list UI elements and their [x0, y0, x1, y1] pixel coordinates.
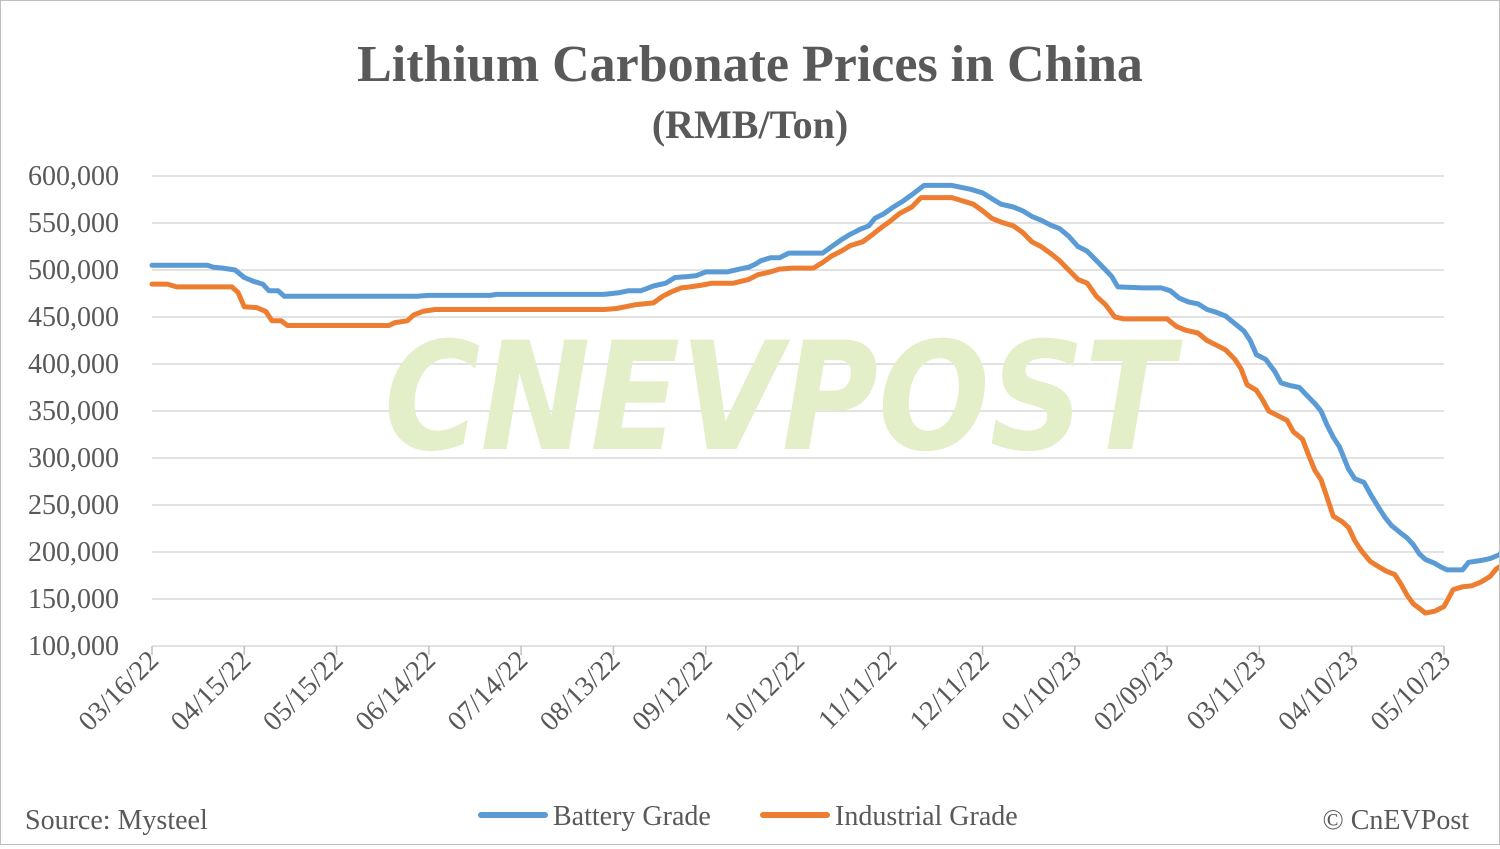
legend-label: Battery Grade [553, 801, 711, 832]
legend: Battery Grade Industrial Grade [478, 801, 1018, 832]
y-tick-label: 350,000 [28, 396, 119, 427]
x-tick-label: 08/13/22 [534, 645, 626, 737]
watermark: CNEVPOST [384, 311, 1183, 485]
series-lines [149, 182, 1500, 616]
y-tick-label: 250,000 [28, 490, 119, 521]
chart-subtitle: (RMB/Ton) [652, 102, 848, 147]
y-tick-label: 500,000 [28, 255, 119, 286]
x-tick-label: 12/11/22 [904, 645, 996, 737]
x-tick-label: 07/14/22 [442, 645, 534, 737]
y-tick-label: 300,000 [28, 443, 119, 474]
gridlines [152, 175, 1444, 600]
x-tick-label: 06/14/22 [349, 645, 441, 737]
x-tick-label: 04/10/23 [1272, 645, 1364, 737]
x-tick-label: 09/12/22 [626, 645, 718, 737]
x-tick-label: 01/10/23 [995, 645, 1087, 737]
y-tick-label: 400,000 [28, 349, 119, 380]
x-tick-label: 04/15/22 [165, 645, 257, 737]
source-note: Source: Mysteel [25, 805, 208, 836]
y-tick-label: 200,000 [28, 537, 119, 568]
y-tick-label: 600,000 [28, 161, 119, 192]
y-tick-label: 450,000 [28, 302, 119, 333]
chart-title: Lithium Carbonate Prices in China [357, 36, 1143, 93]
x-tick-label: 05/15/22 [257, 645, 349, 737]
x-tick-label: 02/09/23 [1088, 645, 1180, 737]
series-line-battery-grade [149, 182, 1500, 573]
x-tick-label: 03/11/23 [1181, 645, 1273, 737]
series-line-industrial-grade [149, 195, 1500, 616]
credit-note: © CnEVPost [1322, 805, 1469, 836]
y-tick-label: 550,000 [28, 208, 119, 239]
legend-label: Industrial Grade [835, 801, 1018, 832]
x-tick-label: 10/12/22 [719, 645, 811, 737]
x-tick-label: 11/11/22 [812, 645, 903, 736]
x-tick-label: 05/10/23 [1365, 645, 1457, 737]
y-tick-label: 150,000 [28, 584, 119, 615]
y-tick-label: 100,000 [28, 631, 119, 662]
